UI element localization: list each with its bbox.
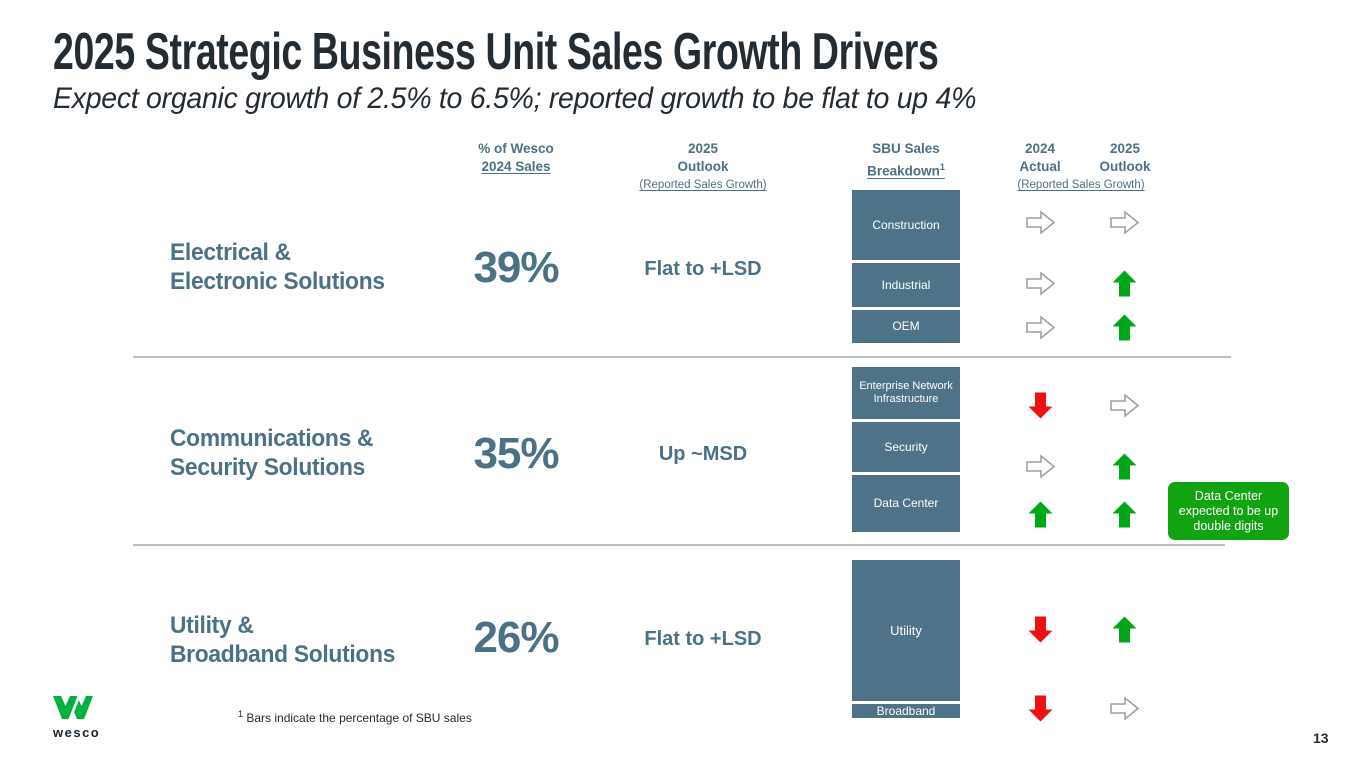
arrow-oem-2024-actual <box>1024 313 1056 341</box>
arrow-security-2025-outlook <box>1108 452 1140 480</box>
outlook-electrical: Flat to +LSD <box>644 258 762 280</box>
pct-of-sales-utility: 26% <box>473 613 559 662</box>
wesco-logo-text: wesco <box>53 725 101 740</box>
up-arrow-icon <box>1112 501 1136 527</box>
header-note: (Reported Sales Growth) <box>1017 179 1145 191</box>
down-arrow-icon <box>1028 616 1052 642</box>
page-subtitle: Expect organic growth of 2.5% to 6.5%; r… <box>53 82 977 115</box>
sbu-name-utility: Utility & Broadband Solutions <box>170 612 396 668</box>
footnote-marker: 1 <box>939 162 945 172</box>
up-arrow-icon <box>1112 453 1136 479</box>
up-arrow-icon <box>1112 616 1136 642</box>
bar-stack-electrical: Construction Industrial OEM <box>852 190 960 343</box>
header-line: 2024 Sales <box>481 159 551 174</box>
bar-segment-enterprise-network-infrastructure: Enterprise Network Infrastructure <box>852 367 960 419</box>
bar-segment-utility: Utility <box>852 560 960 701</box>
header-line: Actual <box>1019 159 1061 174</box>
column-header-2024-actual: 2024 Actual <box>1019 140 1060 176</box>
bar-segment-construction: Construction <box>852 190 960 260</box>
pct-of-sales-communications: 35% <box>473 429 559 478</box>
arrow-industrial-2024-actual <box>1024 269 1056 297</box>
sbu-name-electrical: Electrical & Electronic Solutions <box>170 239 385 295</box>
header-line: 2025 <box>1109 141 1141 156</box>
header-line: 2025 <box>687 141 719 156</box>
arrow-eni-2025-outlook <box>1108 391 1140 419</box>
flat-arrow-icon <box>1109 392 1139 418</box>
header-note: (Reported Sales Growth) <box>639 179 767 191</box>
header-line: SBU Sales <box>872 141 940 156</box>
arrow-data-center-2024-actual <box>1024 500 1056 528</box>
flat-arrow-icon <box>1025 209 1055 235</box>
header-line: Outlook <box>1099 159 1151 174</box>
column-header-reported-note: (Reported Sales Growth) <box>1017 176 1144 194</box>
flat-arrow-icon <box>1025 270 1055 296</box>
header-line: % of Wesco <box>478 141 554 156</box>
column-header-2025-outlook-right: 2025 Outlook <box>1100 140 1151 176</box>
flat-arrow-icon <box>1109 209 1139 235</box>
arrow-security-2024-actual <box>1024 452 1056 480</box>
flat-arrow-icon <box>1025 314 1055 340</box>
bar-segment-data-center: Data Center <box>852 475 960 532</box>
bar-segment-security: Security <box>852 422 960 472</box>
bar-segment-broadband: Broadband <box>852 704 960 718</box>
arrow-utility-2025-outlook <box>1108 615 1140 643</box>
wesco-logo-icon <box>53 696 93 719</box>
up-arrow-icon <box>1028 501 1052 527</box>
up-arrow-icon <box>1112 314 1136 340</box>
header-line: 2024 <box>1024 141 1056 156</box>
wesco-logo: wesco <box>53 696 113 740</box>
column-header-pct-of-sales: % of Wesco 2024 Sales <box>478 140 554 176</box>
page-title: 2025 Strategic Business Unit Sales Growt… <box>53 23 939 81</box>
down-arrow-icon <box>1028 695 1052 721</box>
header-line: Breakdown1 <box>867 162 945 179</box>
footnote: 1 Bars indicate the percentage of SBU sa… <box>238 709 472 725</box>
pct-of-sales-electrical: 39% <box>473 243 559 292</box>
up-arrow-icon <box>1112 270 1136 296</box>
arrow-oem-2025-outlook <box>1108 313 1140 341</box>
column-header-2025-outlook: 2025 Outlook (Reported Sales Growth) <box>639 140 766 194</box>
header-line: Outlook <box>677 159 729 174</box>
row-divider <box>133 356 1231 358</box>
bar-stack-utility: Utility Broadband <box>852 560 960 718</box>
outlook-utility: Flat to +LSD <box>644 628 762 650</box>
arrow-utility-2024-actual <box>1024 615 1056 643</box>
flat-arrow-icon <box>1109 695 1139 721</box>
bar-segment-industrial: Industrial <box>852 263 960 307</box>
row-divider <box>133 544 1225 546</box>
arrow-data-center-2025-outlook <box>1108 500 1140 528</box>
arrow-broadband-2025-outlook <box>1108 694 1140 722</box>
sbu-name-communications: Communications & Security Solutions <box>170 425 374 481</box>
down-arrow-icon <box>1028 392 1052 418</box>
page-number: 13 <box>1313 730 1329 746</box>
column-header-sbu-breakdown: SBU Sales Breakdown1 <box>867 140 945 181</box>
bar-stack-communications: Enterprise Network Infrastructure Securi… <box>852 367 960 532</box>
arrow-industrial-2025-outlook <box>1108 269 1140 297</box>
arrow-construction-2024-actual <box>1024 208 1056 236</box>
flat-arrow-icon <box>1025 453 1055 479</box>
outlook-communications: Up ~MSD <box>658 443 748 465</box>
footnote-marker: 1 <box>238 709 244 719</box>
data-center-callout: Data Center expected to be up double dig… <box>1168 482 1289 540</box>
arrow-construction-2025-outlook <box>1108 208 1140 236</box>
bar-segment-oem: OEM <box>852 310 960 343</box>
arrow-broadband-2024-actual <box>1024 694 1056 722</box>
arrow-eni-2024-actual <box>1024 391 1056 419</box>
